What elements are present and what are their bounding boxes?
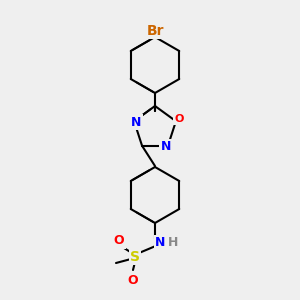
Text: O: O xyxy=(174,114,184,124)
Text: S: S xyxy=(130,250,140,264)
Text: O: O xyxy=(128,274,138,286)
Text: O: O xyxy=(114,235,124,248)
Text: N: N xyxy=(155,236,165,250)
Text: Br: Br xyxy=(146,24,164,38)
Text: H: H xyxy=(168,236,178,250)
Text: N: N xyxy=(161,140,171,153)
Text: N: N xyxy=(131,116,141,129)
